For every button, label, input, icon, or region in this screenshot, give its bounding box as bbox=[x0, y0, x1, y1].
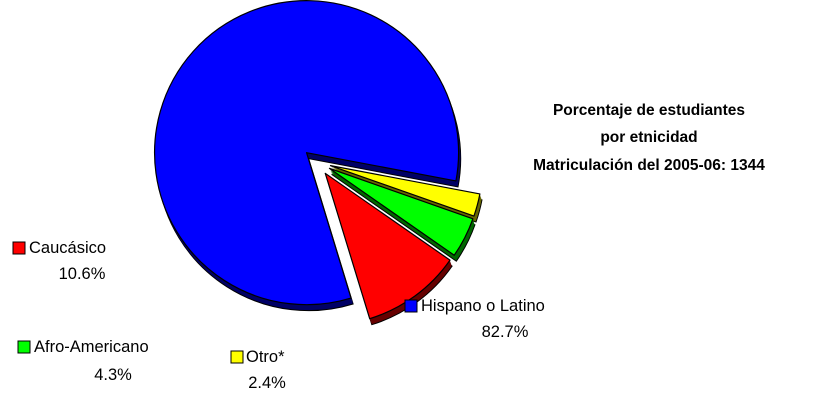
label-afro-value: 4.3% bbox=[94, 366, 132, 384]
label-hispano-name: Hispano o Latino bbox=[421, 297, 545, 315]
slice-otro bbox=[329, 165, 481, 217]
slice-hispano-o-latino bbox=[154, 0, 460, 306]
label-otro-name: Otro* bbox=[246, 348, 285, 366]
label-hispano-value: 82.7% bbox=[482, 323, 529, 341]
chart-title-line-2: por etnicidad bbox=[600, 129, 697, 146]
label-caucasico-value: 10.6% bbox=[59, 265, 106, 283]
label-hispano: Hispano o Latino 82.7% bbox=[404, 297, 545, 341]
slice-caucasico bbox=[324, 172, 451, 320]
slice-afro-americano bbox=[328, 167, 474, 256]
label-afro-name: Afro-Americano bbox=[34, 338, 149, 356]
label-otro-value: 2.4% bbox=[248, 374, 286, 392]
pie-slices bbox=[154, 0, 483, 326]
chart-title: Porcentaje de estudiantes por etnicidad … bbox=[533, 102, 765, 174]
label-caucasico-name: Caucásico bbox=[29, 239, 106, 257]
legend-key-caucasico bbox=[12, 241, 26, 255]
legend-key-otro bbox=[230, 350, 244, 364]
label-caucasico: Caucásico 10.6% bbox=[12, 239, 106, 283]
label-otro: Otro* 2.4% bbox=[230, 348, 286, 392]
legend-key-hispano bbox=[404, 299, 418, 313]
legend-key-afro bbox=[17, 340, 31, 354]
chart-title-line-1: Porcentaje de estudiantes bbox=[553, 102, 745, 119]
chart-title-line-3: Matriculación del 2005-06: 1344 bbox=[533, 157, 765, 174]
label-afro: Afro-Americano 4.3% bbox=[17, 338, 149, 384]
